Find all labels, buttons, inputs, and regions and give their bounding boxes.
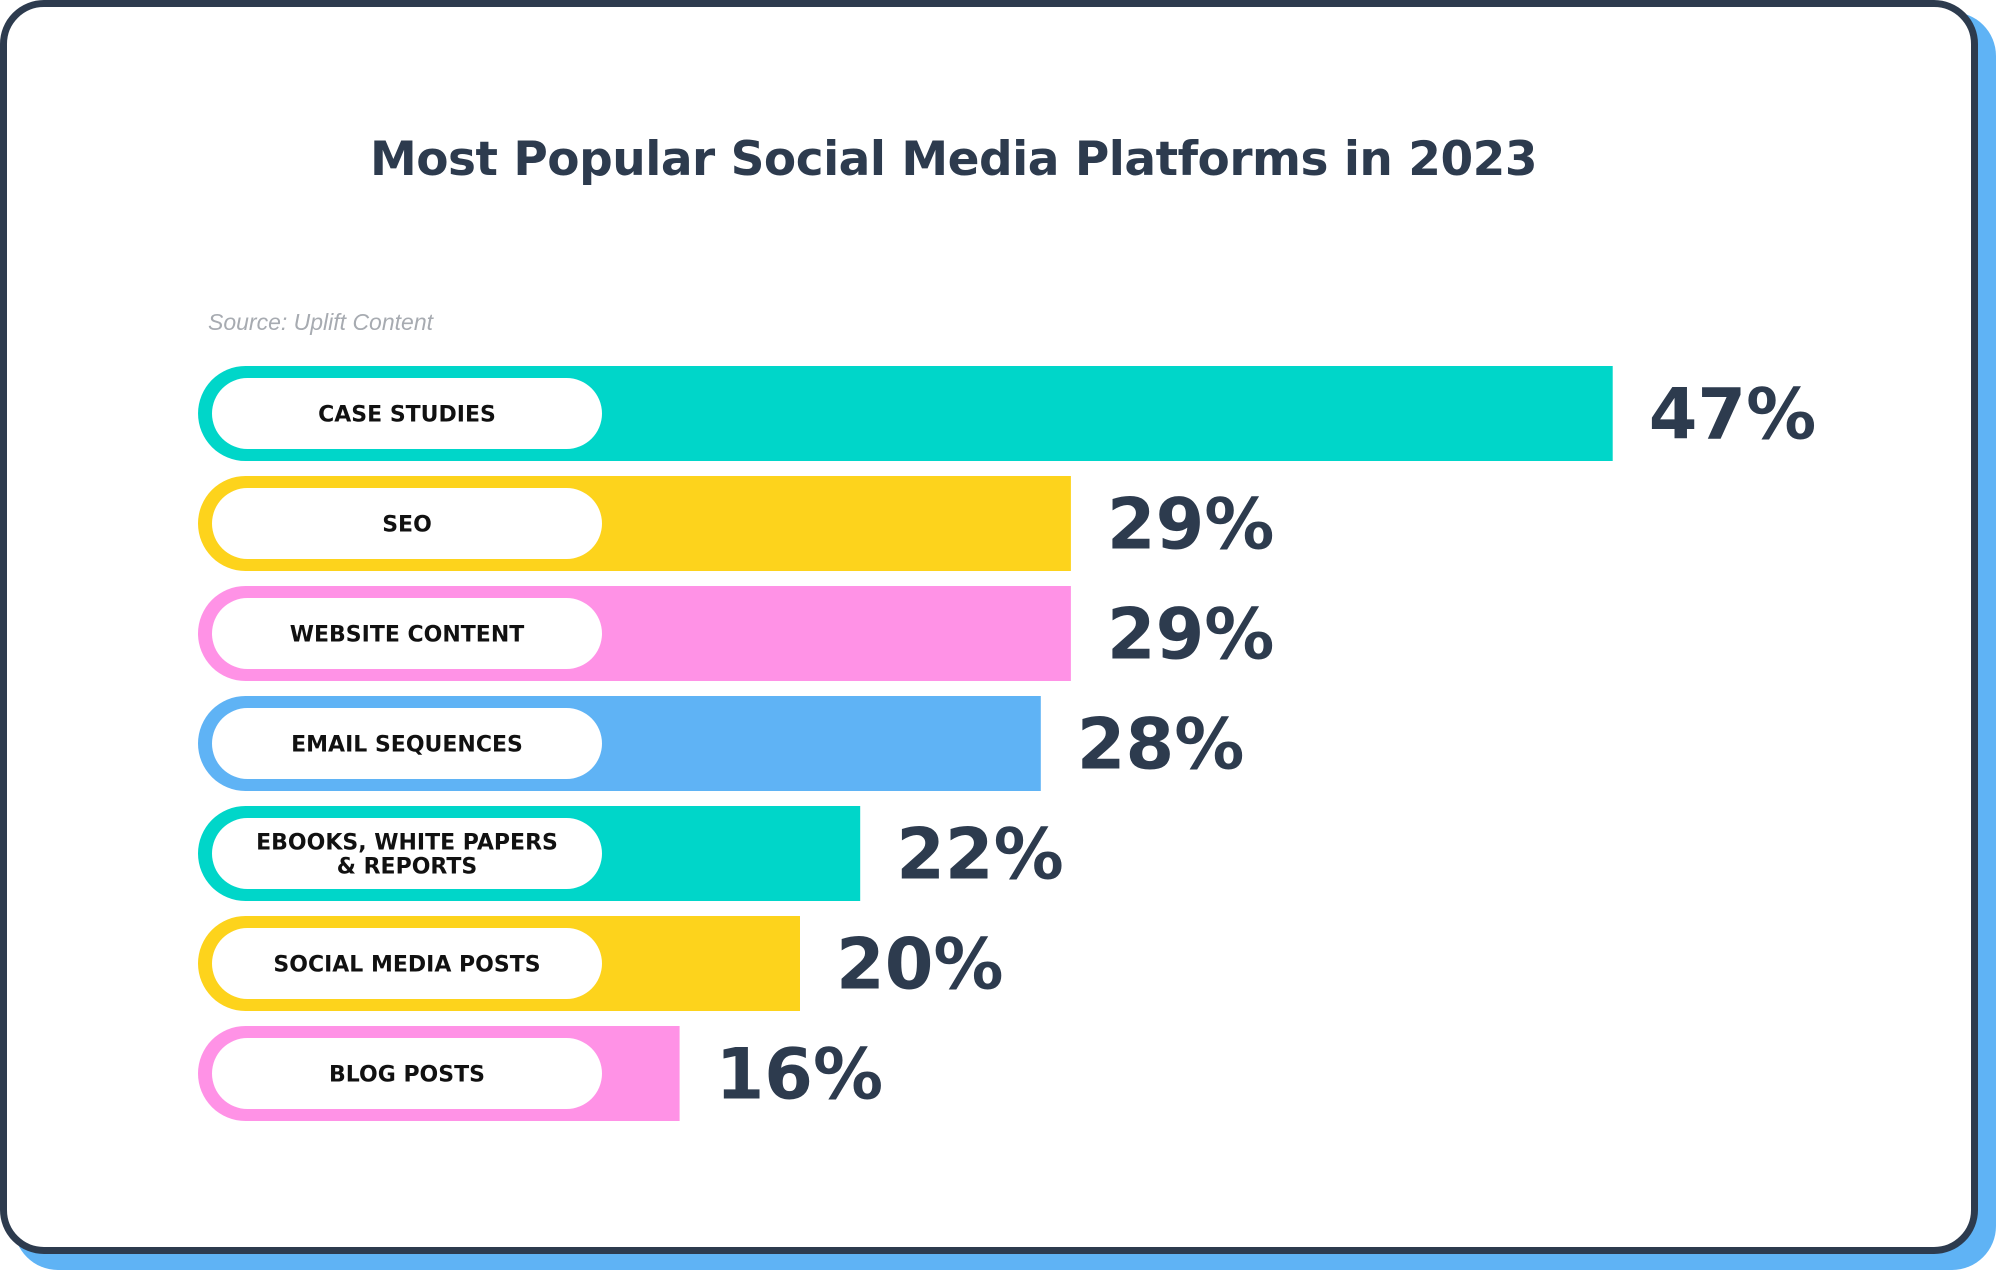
category-pill [212,1038,602,1109]
category-label: CASE STUDIES [318,403,496,428]
category-pill [212,928,602,999]
category-pill [212,708,602,779]
category-pill [212,818,602,889]
category-label: BLOG POSTS [329,1063,485,1088]
chart-title: Most Popular Social Media Platforms in 2… [370,132,1538,187]
value-label: 20% [836,924,1004,1006]
value-label: 16% [716,1034,884,1116]
bar-row: WEBSITE CONTENT 29% [198,586,1274,681]
source-note: Source: Uplift Content [208,309,434,335]
category-label: SEO [382,513,432,538]
category-pill [212,598,602,669]
bar-row: EBOOKS, WHITE PAPERS & REPORTS 22% [198,806,1064,901]
category-label: EMAIL SEQUENCES [291,733,523,758]
value-label: 29% [1107,484,1275,566]
value-label: 47% [1649,374,1817,456]
bar-row: CASE STUDIES 47% [198,366,1816,461]
category-pill [212,378,602,449]
bar-row: EMAIL SEQUENCES 28% [198,696,1244,791]
bar-row: SOCIAL MEDIA POSTS 20% [198,916,1004,1011]
category-label: EBOOKS, WHITE PAPERS & REPORTS [256,831,558,880]
value-label: 22% [896,814,1064,896]
category-label: WEBSITE CONTENT [290,623,525,648]
bar-row: SEO 29% [198,476,1274,571]
bar-row: BLOG POSTS 16% [198,1026,883,1121]
category-label: SOCIAL MEDIA POSTS [273,953,540,978]
category-pill [212,488,602,559]
value-label: 29% [1107,594,1275,676]
value-label: 28% [1077,704,1245,786]
